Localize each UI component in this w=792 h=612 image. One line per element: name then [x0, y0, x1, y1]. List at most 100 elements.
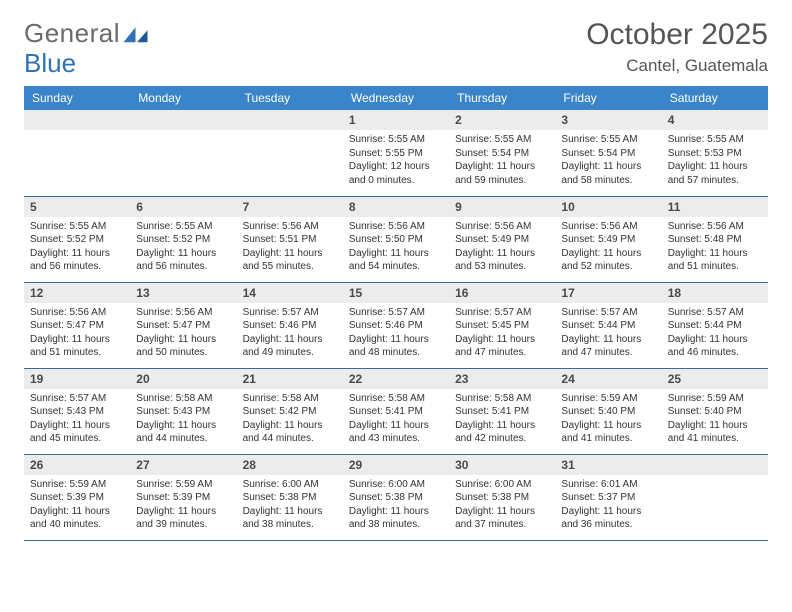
day-number: [130, 110, 236, 130]
day-details: Sunrise: 5:59 AMSunset: 5:40 PMDaylight:…: [662, 389, 768, 452]
sunset-text: Sunset: 5:46 PM: [349, 319, 443, 333]
day-number: 13: [130, 283, 236, 303]
sunrise-text: Sunrise: 6:00 AM: [455, 478, 549, 492]
calendar-day-cell: 18Sunrise: 5:57 AMSunset: 5:44 PMDayligh…: [662, 282, 768, 368]
day-details: Sunrise: 5:56 AMSunset: 5:48 PMDaylight:…: [662, 217, 768, 280]
day-details: Sunrise: 5:57 AMSunset: 5:46 PMDaylight:…: [237, 303, 343, 366]
daylight-text: Daylight: 11 hours and 50 minutes.: [136, 333, 230, 360]
day-details: Sunrise: 6:00 AMSunset: 5:38 PMDaylight:…: [343, 475, 449, 538]
sunset-text: Sunset: 5:49 PM: [455, 233, 549, 247]
sunset-text: Sunset: 5:38 PM: [349, 491, 443, 505]
sunset-text: Sunset: 5:52 PM: [136, 233, 230, 247]
daylight-text: Daylight: 11 hours and 41 minutes.: [561, 419, 655, 446]
calendar-day-cell: [24, 110, 130, 196]
calendar-day-cell: 1Sunrise: 5:55 AMSunset: 5:55 PMDaylight…: [343, 110, 449, 196]
sunrise-text: Sunrise: 5:56 AM: [668, 220, 762, 234]
sunset-text: Sunset: 5:40 PM: [561, 405, 655, 419]
day-details: Sunrise: 5:57 AMSunset: 5:46 PMDaylight:…: [343, 303, 449, 366]
weekday-header: Monday: [130, 86, 236, 110]
sunset-text: Sunset: 5:44 PM: [668, 319, 762, 333]
sunset-text: Sunset: 5:44 PM: [561, 319, 655, 333]
sunset-text: Sunset: 5:45 PM: [455, 319, 549, 333]
daylight-text: Daylight: 11 hours and 36 minutes.: [561, 505, 655, 532]
calendar-day-cell: 22Sunrise: 5:58 AMSunset: 5:41 PMDayligh…: [343, 368, 449, 454]
logo-mark-icon: [122, 22, 152, 46]
calendar-day-cell: [662, 454, 768, 540]
weekday-header: Sunday: [24, 86, 130, 110]
day-details: Sunrise: 6:01 AMSunset: 5:37 PMDaylight:…: [555, 475, 661, 538]
sunrise-text: Sunrise: 5:55 AM: [30, 220, 124, 234]
sunrise-text: Sunrise: 6:00 AM: [349, 478, 443, 492]
day-details: Sunrise: 5:56 AMSunset: 5:49 PMDaylight:…: [449, 217, 555, 280]
daylight-text: Daylight: 11 hours and 37 minutes.: [455, 505, 549, 532]
calendar-day-cell: 21Sunrise: 5:58 AMSunset: 5:42 PMDayligh…: [237, 368, 343, 454]
logo-text-gray: General: [24, 18, 120, 49]
day-number: 12: [24, 283, 130, 303]
sunset-text: Sunset: 5:55 PM: [349, 147, 443, 161]
day-details: Sunrise: 5:55 AMSunset: 5:52 PMDaylight:…: [130, 217, 236, 280]
daylight-text: Daylight: 11 hours and 54 minutes.: [349, 247, 443, 274]
day-number: 11: [662, 197, 768, 217]
sunrise-text: Sunrise: 5:56 AM: [349, 220, 443, 234]
calendar-day-cell: 11Sunrise: 5:56 AMSunset: 5:48 PMDayligh…: [662, 196, 768, 282]
sunrise-text: Sunrise: 5:56 AM: [455, 220, 549, 234]
sunrise-text: Sunrise: 5:55 AM: [561, 133, 655, 147]
calendar-week-row: 26Sunrise: 5:59 AMSunset: 5:39 PMDayligh…: [24, 454, 768, 540]
daylight-text: Daylight: 11 hours and 48 minutes.: [349, 333, 443, 360]
daylight-text: Daylight: 11 hours and 47 minutes.: [561, 333, 655, 360]
day-details: Sunrise: 5:56 AMSunset: 5:47 PMDaylight:…: [24, 303, 130, 366]
sunrise-text: Sunrise: 5:59 AM: [561, 392, 655, 406]
day-number: 2: [449, 110, 555, 130]
calendar-day-cell: 25Sunrise: 5:59 AMSunset: 5:40 PMDayligh…: [662, 368, 768, 454]
daylight-text: Daylight: 11 hours and 38 minutes.: [243, 505, 337, 532]
daylight-text: Daylight: 11 hours and 45 minutes.: [30, 419, 124, 446]
sunrise-text: Sunrise: 6:01 AM: [561, 478, 655, 492]
day-number: 7: [237, 197, 343, 217]
calendar-week-row: 1Sunrise: 5:55 AMSunset: 5:55 PMDaylight…: [24, 110, 768, 196]
location-subtitle: Cantel, Guatemala: [586, 56, 768, 76]
day-details: [24, 130, 130, 180]
sunset-text: Sunset: 5:54 PM: [561, 147, 655, 161]
day-number: 28: [237, 455, 343, 475]
sunrise-text: Sunrise: 5:55 AM: [349, 133, 443, 147]
day-details: Sunrise: 5:58 AMSunset: 5:41 PMDaylight:…: [343, 389, 449, 452]
day-number: 1: [343, 110, 449, 130]
calendar-day-cell: 16Sunrise: 5:57 AMSunset: 5:45 PMDayligh…: [449, 282, 555, 368]
sunset-text: Sunset: 5:38 PM: [455, 491, 549, 505]
logo: General: [24, 18, 152, 49]
sunset-text: Sunset: 5:38 PM: [243, 491, 337, 505]
calendar-day-cell: 7Sunrise: 5:56 AMSunset: 5:51 PMDaylight…: [237, 196, 343, 282]
sunset-text: Sunset: 5:47 PM: [30, 319, 124, 333]
day-number: 6: [130, 197, 236, 217]
day-details: [237, 130, 343, 180]
sunset-text: Sunset: 5:37 PM: [561, 491, 655, 505]
sunrise-text: Sunrise: 6:00 AM: [243, 478, 337, 492]
day-details: Sunrise: 5:56 AMSunset: 5:51 PMDaylight:…: [237, 217, 343, 280]
day-number: 22: [343, 369, 449, 389]
sunset-text: Sunset: 5:41 PM: [455, 405, 549, 419]
sunset-text: Sunset: 5:47 PM: [136, 319, 230, 333]
calendar-day-cell: 13Sunrise: 5:56 AMSunset: 5:47 PMDayligh…: [130, 282, 236, 368]
calendar-table: Sunday Monday Tuesday Wednesday Thursday…: [24, 86, 768, 541]
calendar-day-cell: 27Sunrise: 5:59 AMSunset: 5:39 PMDayligh…: [130, 454, 236, 540]
day-details: Sunrise: 5:57 AMSunset: 5:44 PMDaylight:…: [662, 303, 768, 366]
calendar-day-cell: 12Sunrise: 5:56 AMSunset: 5:47 PMDayligh…: [24, 282, 130, 368]
calendar-day-cell: 8Sunrise: 5:56 AMSunset: 5:50 PMDaylight…: [343, 196, 449, 282]
day-number: 21: [237, 369, 343, 389]
day-details: Sunrise: 5:56 AMSunset: 5:49 PMDaylight:…: [555, 217, 661, 280]
calendar-day-cell: 14Sunrise: 5:57 AMSunset: 5:46 PMDayligh…: [237, 282, 343, 368]
sunset-text: Sunset: 5:40 PM: [668, 405, 762, 419]
daylight-text: Daylight: 11 hours and 44 minutes.: [243, 419, 337, 446]
sunset-text: Sunset: 5:49 PM: [561, 233, 655, 247]
day-details: Sunrise: 5:58 AMSunset: 5:42 PMDaylight:…: [237, 389, 343, 452]
day-number: 18: [662, 283, 768, 303]
sunrise-text: Sunrise: 5:58 AM: [243, 392, 337, 406]
day-number: 10: [555, 197, 661, 217]
day-details: Sunrise: 5:55 AMSunset: 5:55 PMDaylight:…: [343, 130, 449, 193]
day-number: 4: [662, 110, 768, 130]
day-details: Sunrise: 5:55 AMSunset: 5:52 PMDaylight:…: [24, 217, 130, 280]
daylight-text: Daylight: 11 hours and 38 minutes.: [349, 505, 443, 532]
weekday-header: Thursday: [449, 86, 555, 110]
sunset-text: Sunset: 5:54 PM: [455, 147, 549, 161]
day-details: Sunrise: 5:59 AMSunset: 5:39 PMDaylight:…: [130, 475, 236, 538]
